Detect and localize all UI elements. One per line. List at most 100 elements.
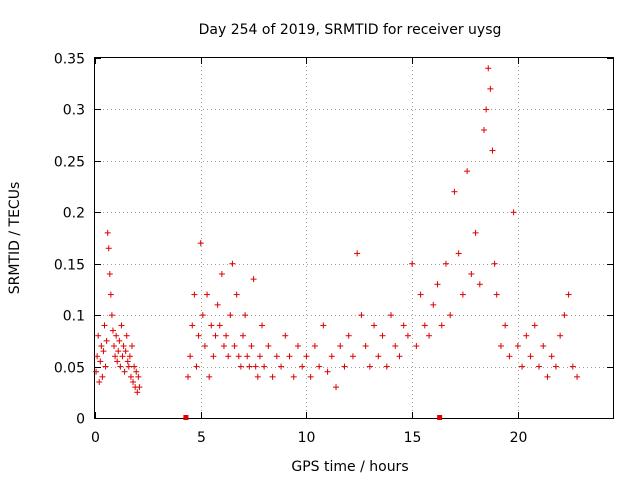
data-point bbox=[282, 332, 289, 339]
data-point bbox=[286, 353, 293, 360]
data-point bbox=[409, 260, 416, 267]
data-point bbox=[233, 291, 240, 298]
data-point bbox=[269, 373, 276, 380]
x-axis-label: GPS time / hours bbox=[291, 459, 408, 475]
grid bbox=[95, 58, 613, 418]
data-point bbox=[261, 363, 268, 370]
data-point bbox=[483, 106, 490, 113]
gap-marker bbox=[183, 415, 189, 420]
gap-marker bbox=[437, 415, 443, 420]
data-point bbox=[131, 363, 138, 370]
y-tick-label: 0.05 bbox=[54, 361, 85, 377]
y-tick-label: 0.1 bbox=[63, 309, 85, 325]
data-point bbox=[201, 343, 208, 349]
data-point bbox=[231, 343, 238, 349]
data-point bbox=[371, 322, 378, 329]
data-point bbox=[242, 312, 249, 319]
data-point bbox=[307, 373, 314, 380]
data-point bbox=[316, 363, 323, 370]
data-point bbox=[185, 373, 192, 380]
data-point bbox=[540, 343, 547, 349]
data-point bbox=[345, 332, 352, 339]
data-point bbox=[227, 312, 234, 319]
data-point bbox=[485, 65, 492, 72]
data-point bbox=[362, 343, 369, 349]
data-point bbox=[119, 353, 126, 360]
data-point bbox=[388, 312, 394, 319]
data-point bbox=[118, 322, 125, 329]
data-point bbox=[481, 127, 488, 133]
data-point bbox=[278, 363, 285, 370]
data-point bbox=[447, 312, 454, 319]
data-point bbox=[320, 322, 327, 329]
data-series bbox=[93, 65, 581, 396]
data-point bbox=[248, 343, 255, 349]
data-point bbox=[112, 353, 119, 360]
data-point bbox=[383, 363, 390, 370]
x-tick-label: 20 bbox=[510, 430, 528, 446]
data-point bbox=[93, 368, 100, 375]
data-point bbox=[544, 373, 551, 380]
data-point bbox=[107, 291, 114, 298]
data-point bbox=[206, 373, 213, 380]
data-point bbox=[434, 281, 441, 288]
data-point bbox=[349, 353, 356, 360]
x-tick-label: 0 bbox=[91, 430, 100, 446]
data-point bbox=[375, 353, 382, 360]
y-tick-label: 0.2 bbox=[63, 206, 85, 222]
x-tick-label: 15 bbox=[404, 430, 422, 446]
data-point bbox=[108, 312, 115, 319]
data-point bbox=[123, 332, 130, 339]
data-point bbox=[244, 353, 251, 360]
data-point bbox=[379, 332, 386, 339]
data-point bbox=[455, 250, 462, 257]
data-point bbox=[519, 363, 526, 370]
data-point bbox=[212, 332, 219, 339]
data-point bbox=[97, 358, 104, 365]
data-point bbox=[195, 332, 202, 339]
data-point bbox=[134, 389, 141, 396]
data-point bbox=[199, 312, 206, 319]
x-tick-label: 10 bbox=[298, 430, 316, 446]
gap-markers bbox=[183, 415, 443, 420]
data-point bbox=[510, 209, 517, 216]
data-point bbox=[229, 260, 236, 267]
data-point bbox=[220, 343, 227, 349]
data-point bbox=[358, 312, 365, 319]
data-point bbox=[223, 332, 230, 339]
data-point bbox=[135, 373, 142, 380]
data-point bbox=[106, 271, 113, 277]
data-point bbox=[459, 291, 466, 298]
data-point bbox=[557, 332, 564, 339]
data-point bbox=[129, 343, 135, 349]
data-point bbox=[354, 250, 361, 257]
data-point bbox=[491, 260, 498, 267]
data-point bbox=[210, 353, 217, 360]
data-point bbox=[565, 291, 572, 298]
data-point bbox=[552, 363, 559, 370]
data-point bbox=[98, 343, 105, 349]
data-point bbox=[96, 379, 103, 385]
data-point bbox=[404, 332, 411, 339]
data-point bbox=[95, 332, 102, 339]
data-point bbox=[472, 229, 479, 236]
data-point bbox=[506, 353, 513, 360]
data-point bbox=[105, 245, 112, 252]
data-point bbox=[328, 353, 335, 360]
data-point bbox=[400, 322, 407, 329]
data-point bbox=[464, 168, 471, 175]
data-point bbox=[120, 343, 127, 349]
data-point bbox=[324, 368, 331, 375]
y-tick-label: 0.15 bbox=[54, 258, 85, 274]
y-tick-label: 0 bbox=[76, 412, 85, 428]
data-point bbox=[392, 343, 399, 349]
data-point bbox=[104, 229, 111, 236]
data-point bbox=[237, 363, 244, 370]
data-point bbox=[121, 368, 128, 375]
data-point bbox=[299, 363, 306, 370]
data-point bbox=[426, 332, 433, 339]
data-point bbox=[256, 353, 263, 360]
data-point bbox=[125, 363, 132, 370]
data-point bbox=[451, 188, 458, 195]
